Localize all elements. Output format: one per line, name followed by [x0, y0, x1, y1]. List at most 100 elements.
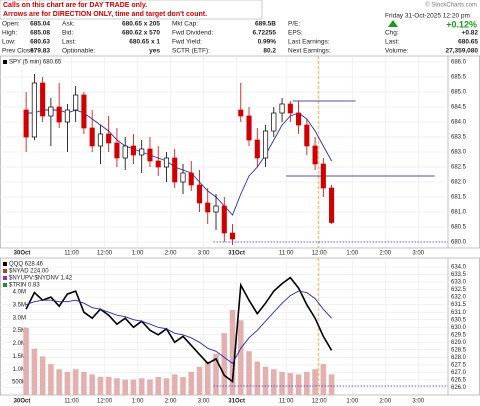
candle-body	[48, 106, 54, 117]
info-value: 689.5B	[255, 21, 276, 28]
candle-body	[213, 205, 219, 213]
info-value: 680.62 x 570	[122, 30, 160, 37]
y-tick-label: 683.0	[451, 150, 467, 156]
candle-body	[221, 205, 227, 234]
y2-tick-label: 4.0M	[13, 290, 26, 296]
legend-label: SPY (5 min) 680.65	[9, 60, 62, 66]
y-tick-label: 633.0	[451, 280, 467, 286]
y-tick-label: 680.0	[451, 240, 467, 246]
y-tick-label: 681.5	[451, 195, 467, 201]
info-label: SCTR (ETF):	[172, 48, 210, 55]
note-box	[0, 0, 263, 20]
volume-bar	[163, 378, 170, 395]
x-tick-label: 1:00	[346, 251, 358, 257]
x-tick-label: 3:00	[412, 399, 424, 405]
volume-bar	[105, 376, 112, 395]
candle-body	[40, 82, 46, 117]
volume-bar	[328, 374, 335, 395]
candle-body	[31, 82, 37, 138]
volume-bar	[81, 371, 87, 395]
candle-body	[89, 127, 95, 147]
date: Friday 31-Oct-2025 12:20 pm	[385, 13, 470, 20]
y-tick-label: 684.0	[451, 120, 467, 126]
volume-bar	[155, 376, 162, 395]
change-pct: +0.12%	[446, 19, 477, 29]
y-tick-label: 684.5	[451, 105, 467, 111]
candle-body	[320, 163, 326, 189]
volume-bar	[304, 371, 310, 395]
x-tick-label: 12:00	[312, 251, 328, 257]
info-label: Chg:	[385, 30, 399, 37]
y-tick-label: 682.0	[451, 180, 467, 186]
y-tick-label: 633.5	[451, 272, 467, 278]
y-tick-label: 629.5	[451, 332, 467, 338]
volume-bar	[312, 369, 318, 395]
info-value: 680.65	[458, 39, 478, 46]
info-value: yes	[149, 48, 160, 55]
y2-tick-label: 2.0M	[13, 341, 26, 347]
legend-swatch	[3, 283, 7, 287]
x-tick-label: 2:00	[379, 399, 391, 405]
copyright: © StockCharts.com	[425, 2, 477, 9]
x-tick-label: 11:00	[279, 251, 294, 257]
candle-body	[287, 103, 293, 114]
y2-tick-label: 500K	[12, 380, 26, 386]
info-label: Last:	[385, 39, 399, 46]
candle-body	[64, 109, 70, 123]
x-tick-label: 12:00	[97, 399, 113, 405]
info-label: Fwd Yield:	[172, 39, 202, 46]
legend-swatch	[3, 276, 7, 280]
candle-body	[296, 112, 302, 126]
x-tick-label: 12:00	[312, 399, 328, 405]
candle-body	[172, 157, 178, 183]
info-label: Prev Close:	[2, 48, 36, 55]
volume-bar	[72, 369, 79, 395]
legend-label: QQQ 628.46	[9, 262, 44, 268]
y-tick-label: 682.5	[451, 165, 467, 171]
volume-bar	[246, 351, 252, 395]
x-tick-label: 11:00	[279, 399, 294, 405]
x-tick-label: 30Oct	[14, 399, 31, 405]
y-tick-label: 631.0	[451, 310, 467, 316]
candle-body	[139, 148, 145, 156]
candle-body	[304, 124, 310, 147]
y2-tick-label: 3.0M	[13, 315, 26, 321]
volume-bar	[229, 310, 236, 395]
x-tick-label: 2:00	[165, 251, 177, 257]
y2-tick-label: 3.5M	[13, 302, 26, 308]
volume-bar	[237, 320, 244, 395]
x-tick-label: 3:00	[198, 251, 210, 257]
y2-tick-label: 1.5M	[13, 354, 26, 360]
y-tick-label: 630.5	[451, 317, 467, 323]
volume-bar	[254, 361, 261, 395]
volume-bar	[171, 374, 178, 395]
volume-bar	[138, 378, 145, 395]
info-label: Volume:	[385, 48, 409, 55]
volume-bar	[56, 369, 62, 395]
up-arrow	[388, 20, 398, 27]
volume-bar	[271, 369, 277, 395]
volume-bar	[122, 379, 128, 395]
info-value: 680.65 x 205	[122, 21, 160, 28]
info-value: 80.2	[263, 48, 276, 55]
info-label: EPS:	[288, 30, 303, 37]
x-tick-label: 31Oct	[228, 251, 245, 257]
info-label: Fwd Dividend:	[172, 30, 213, 37]
y-tick-label: 626.5	[451, 378, 467, 384]
candle-body	[238, 109, 244, 117]
price-line	[25, 276, 333, 383]
info-value: 680.63	[30, 39, 50, 46]
y-tick-label: 630.0	[451, 325, 467, 331]
legend-swatch	[3, 60, 7, 64]
x-tick-label: 2:00	[165, 399, 177, 405]
legend-swatch	[3, 262, 7, 266]
candle-body	[114, 142, 120, 159]
x-tick-label: 31Oct	[228, 399, 245, 405]
candle-body	[180, 172, 186, 183]
y2-tick-label: 1.0M	[13, 367, 26, 373]
candle-body	[279, 103, 285, 114]
volume-bar	[97, 376, 104, 395]
y-tick-label: 686.0	[451, 60, 467, 66]
volume-bar	[262, 366, 269, 395]
info-label: Last Earnings:	[288, 39, 330, 46]
